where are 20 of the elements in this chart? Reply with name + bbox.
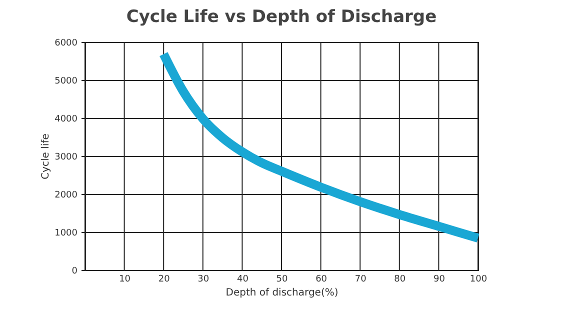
x-tick-label: 10 [119, 274, 131, 284]
x-tick-label: 80 [394, 274, 406, 284]
y-tick-label: 6000 [54, 38, 78, 48]
chart-title: Cycle Life vs Depth of Discharge [126, 7, 437, 27]
x-tick-label: 40 [236, 274, 249, 284]
y-tick-label: 0 [72, 266, 78, 276]
x-tick-label: 70 [354, 274, 367, 284]
y-tick-label: 2000 [54, 190, 78, 200]
y-tick-label: 4000 [54, 114, 78, 124]
x-axis-title: Depth of discharge(%) [226, 288, 338, 298]
y-tick-label: 5000 [54, 76, 78, 86]
y-tick-label: 3000 [54, 152, 78, 162]
x-tick-label: 20 [158, 274, 170, 284]
y-axis-title: Cycle life [40, 134, 52, 180]
x-tick-label: 30 [198, 274, 210, 284]
x-tick-label: 60 [316, 274, 328, 284]
y-tick-label: 1000 [54, 228, 78, 238]
x-tick-label: 50 [276, 274, 288, 284]
x-tick-label: 100 [470, 274, 488, 284]
x-tick-label: 90 [433, 274, 446, 284]
